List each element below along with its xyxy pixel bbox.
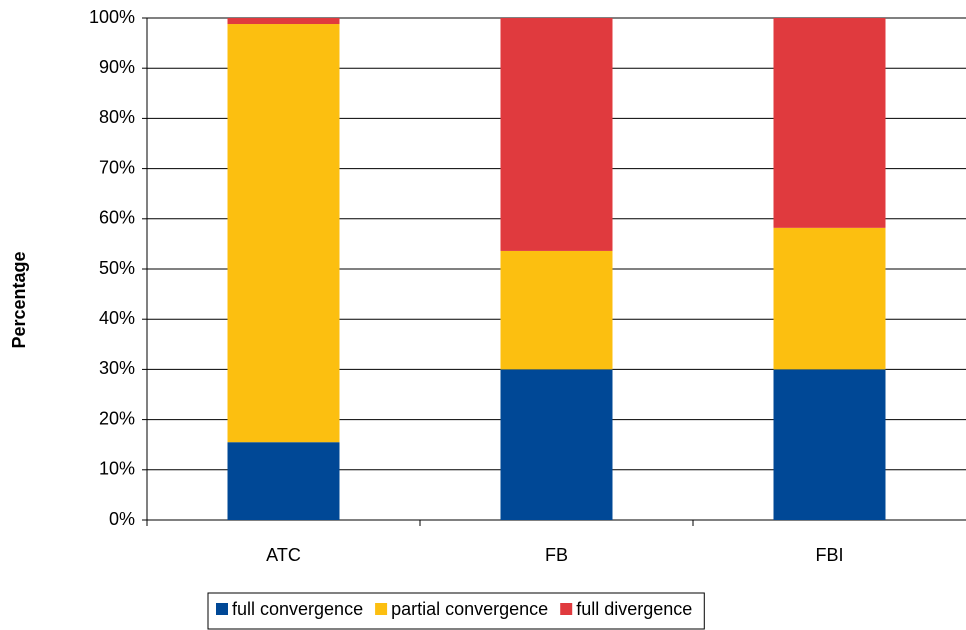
- y-tick-label: 80%: [99, 107, 135, 127]
- x-tick-label: FBI: [815, 545, 843, 565]
- bar-segment: [500, 250, 613, 370]
- bar-segment: [773, 18, 886, 228]
- y-tick-label: 50%: [99, 258, 135, 278]
- legend-swatch: [375, 603, 388, 615]
- y-tick-label: 20%: [99, 408, 135, 428]
- legend-swatch: [560, 603, 573, 615]
- y-tick-label: 60%: [99, 208, 135, 228]
- legend-box: [207, 592, 705, 630]
- y-tick-label: 30%: [99, 358, 135, 378]
- y-tick-label: 10%: [99, 459, 135, 479]
- y-axis-title: Percentage: [9, 251, 29, 348]
- x-tick-label: FB: [545, 545, 568, 565]
- legend-label: full divergence: [576, 599, 692, 619]
- bar-segment: [500, 18, 613, 251]
- bar-segment: [773, 369, 886, 520]
- legend-label: partial convergence: [391, 599, 548, 619]
- y-tick-label: 40%: [99, 308, 135, 328]
- bar-segment: [227, 18, 340, 25]
- bar-segment: [500, 369, 613, 520]
- y-tick-label: 70%: [99, 157, 135, 177]
- bar-segment: [227, 24, 340, 443]
- bar-segment: [227, 442, 340, 520]
- y-tick-label: 0%: [109, 509, 135, 529]
- y-tick-label: 100%: [89, 7, 135, 27]
- legend-label: full convergence: [232, 599, 363, 619]
- legend-swatch: [216, 603, 228, 615]
- bar-segment: [773, 227, 886, 370]
- x-tick-label: ATC: [266, 545, 301, 565]
- y-tick-label: 90%: [99, 57, 135, 77]
